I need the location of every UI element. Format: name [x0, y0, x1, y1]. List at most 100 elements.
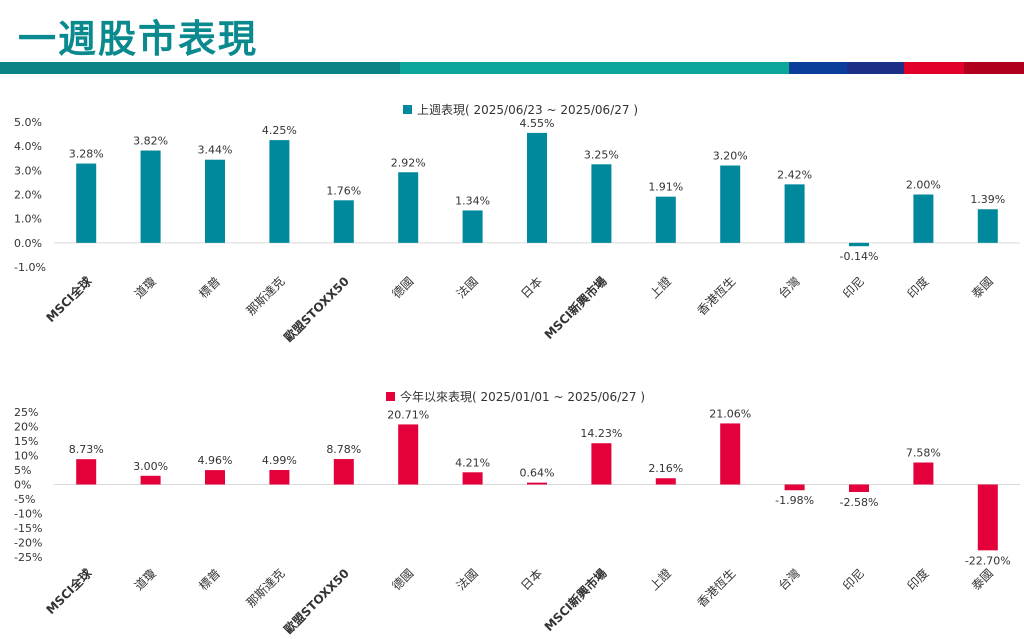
category-label: MSCI全球 [43, 565, 95, 617]
bar [333, 459, 354, 485]
y-tick-label: -15% [14, 522, 42, 535]
y-tick-label: 2.0% [14, 189, 42, 202]
bar [205, 470, 225, 485]
y-tick-label: -25% [14, 551, 42, 564]
band-segment-navy [847, 62, 904, 74]
category-label: 道瓊 [131, 274, 159, 302]
data-label: 1.91% [648, 181, 683, 194]
y-tick-label: 20% [14, 421, 38, 434]
category-label: 法國 [454, 566, 481, 593]
bar [527, 132, 547, 243]
band-segment-teal-light [400, 62, 789, 74]
bar [462, 472, 483, 485]
data-label: 3.44% [198, 144, 233, 157]
legend: 上週表現( 2025/06/23 ~ 2025/06/27 ) [403, 103, 638, 117]
bar [784, 484, 805, 491]
category-label: 印尼 [840, 566, 867, 593]
category-label: 那斯達克 [244, 566, 288, 610]
y-tick-label: 10% [14, 450, 38, 463]
data-label: 3.28% [69, 148, 104, 161]
y-tick-label: -5% [14, 493, 35, 506]
category-label: 泰國 [969, 274, 996, 301]
band-segment-dark-red [964, 62, 1024, 74]
page-title: 一週股市表現 [18, 17, 259, 61]
data-label: 2.16% [648, 462, 683, 475]
data-label: -22.70% [965, 554, 1011, 567]
weekly-performance-chart: 5.0% 4.0% 3.0% 2.0% 1.0% 0.0% -1.0% 上週表現( 2025/… [14, 103, 1020, 345]
band-segment-red [904, 62, 964, 74]
data-label: 3.00% [133, 460, 168, 473]
data-label: 1.34% [455, 194, 490, 207]
category-label: 上證 [646, 274, 674, 302]
category-label: 那斯達克 [244, 274, 288, 318]
legend-label: 今年以來表現( 2025/01/01 ~ 2025/06/27 ) [400, 389, 645, 404]
y-tick-label: -1.0% [14, 261, 46, 274]
data-label: 4.25% [262, 124, 297, 137]
y-tick-label: 5% [14, 464, 31, 477]
data-label: 8.73% [69, 443, 104, 456]
y-tick-label: 3.0% [14, 164, 42, 177]
data-label: 3.20% [713, 150, 748, 163]
data-label: 20.71% [387, 408, 429, 421]
bar [784, 184, 805, 243]
data-label: 4.55% [520, 117, 555, 130]
bar [398, 172, 419, 243]
data-label: 2.42% [777, 168, 812, 181]
category-label: 日本 [518, 274, 545, 301]
category-label: 上證 [646, 566, 674, 594]
data-label: 3.82% [133, 135, 168, 148]
y-tick-label: -10% [14, 508, 42, 521]
bar [76, 163, 97, 243]
category-label: 歐盟STOXX50 [281, 566, 352, 637]
y-tick-label: 1.0% [14, 213, 42, 226]
data-label: 14.23% [580, 427, 622, 440]
header-color-band [0, 62, 1024, 74]
bar [76, 459, 97, 485]
category-label: 印度 [904, 274, 932, 302]
y-tick-label: 5.0% [14, 116, 42, 129]
category-label: 印度 [904, 566, 932, 594]
data-label: 21.06% [709, 407, 751, 420]
legend-label: 上週表現( 2025/06/23 ~ 2025/06/27 ) [417, 103, 638, 117]
bar [269, 140, 290, 243]
data-label: 2.92% [391, 156, 426, 169]
data-label: 3.25% [584, 148, 619, 161]
category-label: 香港恆生 [694, 566, 738, 610]
category-label: 法國 [454, 274, 481, 301]
data-label: 4.96% [198, 454, 233, 467]
bar [720, 423, 741, 485]
bar [462, 210, 483, 243]
y-tick-label: 25% [14, 406, 38, 419]
bar [977, 484, 998, 551]
band-segment-teal [0, 62, 400, 74]
data-label: 4.21% [455, 456, 490, 469]
data-label: 4.99% [262, 454, 297, 467]
category-label: MSCI新興市場 [541, 274, 609, 342]
bar [269, 470, 290, 485]
data-label: -1.98% [775, 494, 814, 507]
bar [913, 194, 934, 243]
y-tick-label: 4.0% [14, 140, 42, 153]
bar [591, 443, 612, 485]
bar [720, 165, 741, 243]
category-label: 標普 [196, 274, 223, 301]
bar [655, 478, 676, 485]
y-tick-label: 15% [14, 435, 38, 448]
bar [977, 209, 998, 243]
ytd-performance-chart: 25% 20%15% 10%5% 0%-5% -10%-15% -20%-25% 今年以來表… [14, 389, 1020, 637]
bar [398, 424, 419, 485]
category-label: 道瓊 [131, 566, 159, 594]
legend-swatch [403, 105, 412, 114]
y-tick-label: -20% [14, 537, 42, 550]
category-label: 香港恆生 [694, 274, 738, 318]
band-segment-blue [789, 62, 847, 74]
data-label: 2.00% [906, 179, 941, 192]
bar [849, 242, 869, 247]
category-label: 印尼 [840, 274, 867, 301]
data-label: 1.76% [326, 184, 361, 197]
category-label: 台灣 [775, 274, 803, 302]
bar [655, 196, 676, 243]
bar [849, 484, 869, 492]
data-label: 1.39% [970, 193, 1005, 206]
legend-swatch [386, 392, 395, 401]
